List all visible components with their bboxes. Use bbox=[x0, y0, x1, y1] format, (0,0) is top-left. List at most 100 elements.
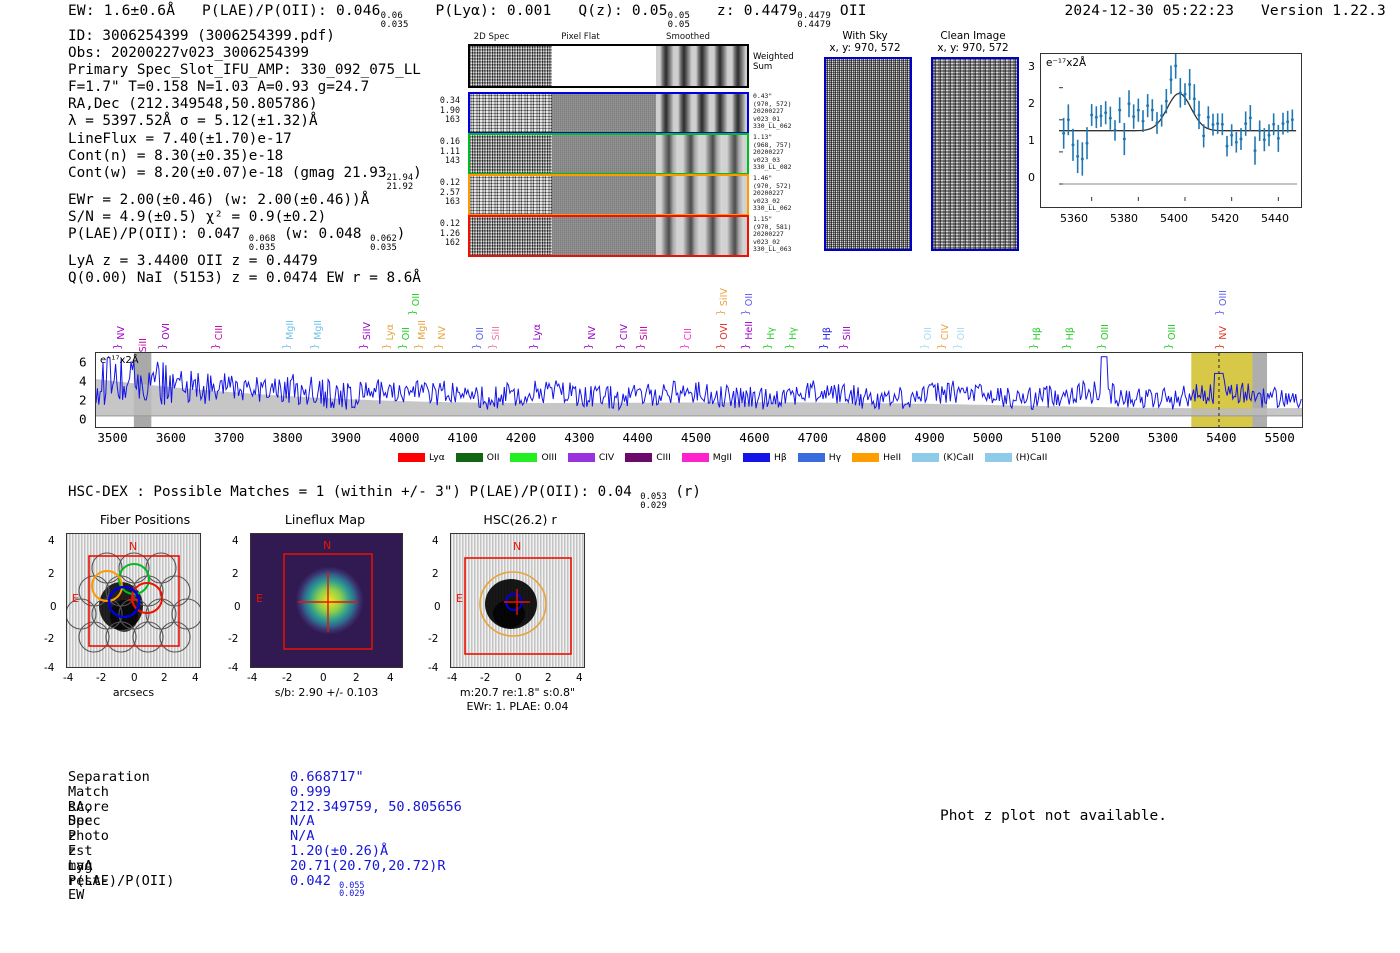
spectrum-xtick: 4200 bbox=[505, 430, 537, 445]
line-label-brace: { bbox=[156, 343, 168, 350]
spectrum-xtick: 4000 bbox=[389, 430, 420, 445]
lf-ytick: -2 bbox=[228, 633, 239, 645]
hsc-ytick: -4 bbox=[428, 662, 439, 674]
header-z-lo: 0.4479 bbox=[797, 20, 831, 31]
meta-line: 0.43" bbox=[753, 92, 773, 100]
line-label-brace: { bbox=[761, 343, 773, 350]
line-label-brace: { bbox=[1213, 309, 1225, 316]
spec2d-row-numbers: 0.12 2.57 163 bbox=[432, 177, 460, 207]
header-z-value: 0.4479 bbox=[743, 3, 798, 19]
meta-line: 20200227 bbox=[753, 148, 784, 157]
compass-e: E bbox=[456, 592, 463, 605]
match-key: Separation bbox=[68, 769, 150, 785]
spec2d-montage: 2D Spec Pixel Flat Smoothed bbox=[455, 32, 755, 43]
line-label-oii: OII bbox=[410, 292, 422, 306]
header-qz-hi: 0.05 bbox=[667, 11, 691, 22]
legend-item-hγ: Hγ bbox=[797, 452, 842, 463]
line-label-ciii: CIII bbox=[214, 324, 226, 340]
spec2d-row: 0.16 1.11 143 1.13" (968, 757) 20200227 … bbox=[432, 133, 791, 175]
spec2d-row-frame bbox=[468, 215, 749, 257]
legend-label: CIV bbox=[598, 452, 615, 463]
compass-e: E bbox=[256, 592, 263, 605]
spectrum-xtick: 5400 bbox=[1206, 430, 1237, 445]
line-label-brace: { bbox=[111, 343, 123, 350]
hsc-caption-1: m:20.7 re:1.8" s:0.8" bbox=[459, 686, 576, 699]
match-key: Photo z bbox=[68, 828, 109, 859]
line-label-siiv: SiIV bbox=[362, 321, 374, 340]
row-num: 163 bbox=[444, 114, 460, 125]
line-label-brace: { bbox=[783, 343, 795, 350]
spec2d-row-meta: 1.46" (970, 572) 20200227 v023_02 330_LL… bbox=[753, 174, 791, 213]
legend-label: Hβ bbox=[773, 452, 787, 463]
match-value: 1.20(±0.26)Å bbox=[290, 843, 389, 859]
row-image-pixelflat bbox=[552, 217, 656, 255]
lf-xtick: -2 bbox=[282, 672, 293, 684]
row-num: 162 bbox=[444, 237, 460, 248]
meta-line: 330_LL_063 bbox=[753, 245, 792, 254]
legend-label: OII bbox=[486, 452, 500, 463]
fit-xtick: 5440 bbox=[1261, 212, 1289, 225]
row-image-pixelflat bbox=[552, 94, 656, 132]
hscdex-plae-hi: 0.053 bbox=[640, 492, 667, 503]
spec2d-image-2dspec bbox=[470, 46, 552, 86]
spectrum-xtick: 4300 bbox=[564, 430, 595, 445]
row-num: 163 bbox=[444, 196, 460, 207]
match-key: Match score bbox=[68, 783, 109, 815]
meta-line: (970, 572) bbox=[753, 99, 792, 108]
legend-label: HeII bbox=[883, 452, 902, 463]
spec2d-row-meta: 1.15" (970, 581) 20200227 v023_02 330_LL… bbox=[753, 215, 792, 254]
header-z-label: z: bbox=[716, 3, 735, 19]
hscdex-suffix: (r) bbox=[675, 484, 701, 500]
line-label-brace: { bbox=[739, 343, 751, 350]
line-label-brace: { bbox=[935, 343, 947, 350]
hsc-ytick: 0 bbox=[434, 601, 441, 613]
lineflux-overlay-svg bbox=[283, 553, 373, 650]
line-label-brace: { bbox=[470, 343, 482, 350]
fiber-overlay-svg bbox=[67, 552, 200, 653]
line-label-oii: OII bbox=[923, 326, 935, 340]
line-label-ovi: OVI bbox=[718, 323, 730, 340]
info-line: EWr = 2.00(±0.46) (w: 2.00(±0.46))Å bbox=[68, 191, 370, 208]
source-info-block: ID: 3006254399 (3006254399.pdf) Obs: 202… bbox=[68, 28, 422, 287]
line-legend: Lyα OII OIII CIV CIII MgII Hβ Hγ HeII (K)CaII (H)C… bbox=[398, 452, 1047, 463]
hsc-ytick: 4 bbox=[432, 535, 439, 547]
lf-xtick: 0 bbox=[320, 672, 327, 684]
line-label-oiii: OIII bbox=[1218, 289, 1230, 306]
line-label-heii: HeII bbox=[743, 321, 755, 340]
spectrum-xtick: 4800 bbox=[855, 430, 887, 445]
row-image-smoothed bbox=[656, 176, 747, 214]
line-label-siiv: SiIV bbox=[718, 287, 730, 306]
hsc-ytick: -2 bbox=[428, 633, 439, 645]
spec2d-image-pixelflat bbox=[552, 46, 656, 86]
fiber-ytick: 2 bbox=[48, 568, 55, 580]
line-label-brace: { bbox=[358, 343, 369, 350]
thumb-fiber-positions: N E bbox=[66, 533, 201, 668]
header-z-hi: 0.4479 bbox=[797, 11, 831, 22]
cont-w-lo: 21.92 bbox=[386, 181, 414, 192]
row-num: 0.34 bbox=[439, 95, 460, 105]
legend-swatch bbox=[625, 453, 653, 462]
spec2d-col-smoothed: Smoothed bbox=[666, 32, 710, 42]
meta-line: v023_02 bbox=[753, 237, 780, 246]
legend-label: MgII bbox=[712, 452, 732, 463]
legend-label: Hγ bbox=[828, 452, 842, 463]
hscdex-plae-lo: 0.029 bbox=[640, 501, 667, 512]
compass-n: N bbox=[323, 539, 332, 552]
compass-n: N bbox=[129, 540, 138, 553]
match-value: 0.668717" bbox=[290, 769, 364, 785]
legend-swatch bbox=[912, 453, 940, 462]
line-fit-units: e⁻¹⁷x2Å bbox=[1046, 57, 1087, 69]
fit-ytick-3: 3 bbox=[1028, 60, 1035, 73]
header-qz-label: Q(z): bbox=[578, 3, 623, 19]
line-label-brace: { bbox=[918, 343, 930, 350]
timestamp: 2024-12-30 05:22:23 bbox=[1064, 3, 1235, 19]
legend-swatch bbox=[510, 453, 538, 462]
lf-xtick: 4 bbox=[387, 672, 394, 684]
line-label-brace: { bbox=[837, 343, 849, 350]
weighted-sum-line2: Sum bbox=[753, 62, 773, 72]
spectrum-xtick: 4500 bbox=[680, 430, 712, 445]
plae-lo: 0.035 bbox=[248, 243, 276, 254]
match-key: Est LyA rest-EW bbox=[68, 843, 109, 904]
line-label-nv: NV bbox=[1218, 326, 1230, 340]
legend-item-(h)caii: (H)CaII bbox=[984, 452, 1047, 463]
